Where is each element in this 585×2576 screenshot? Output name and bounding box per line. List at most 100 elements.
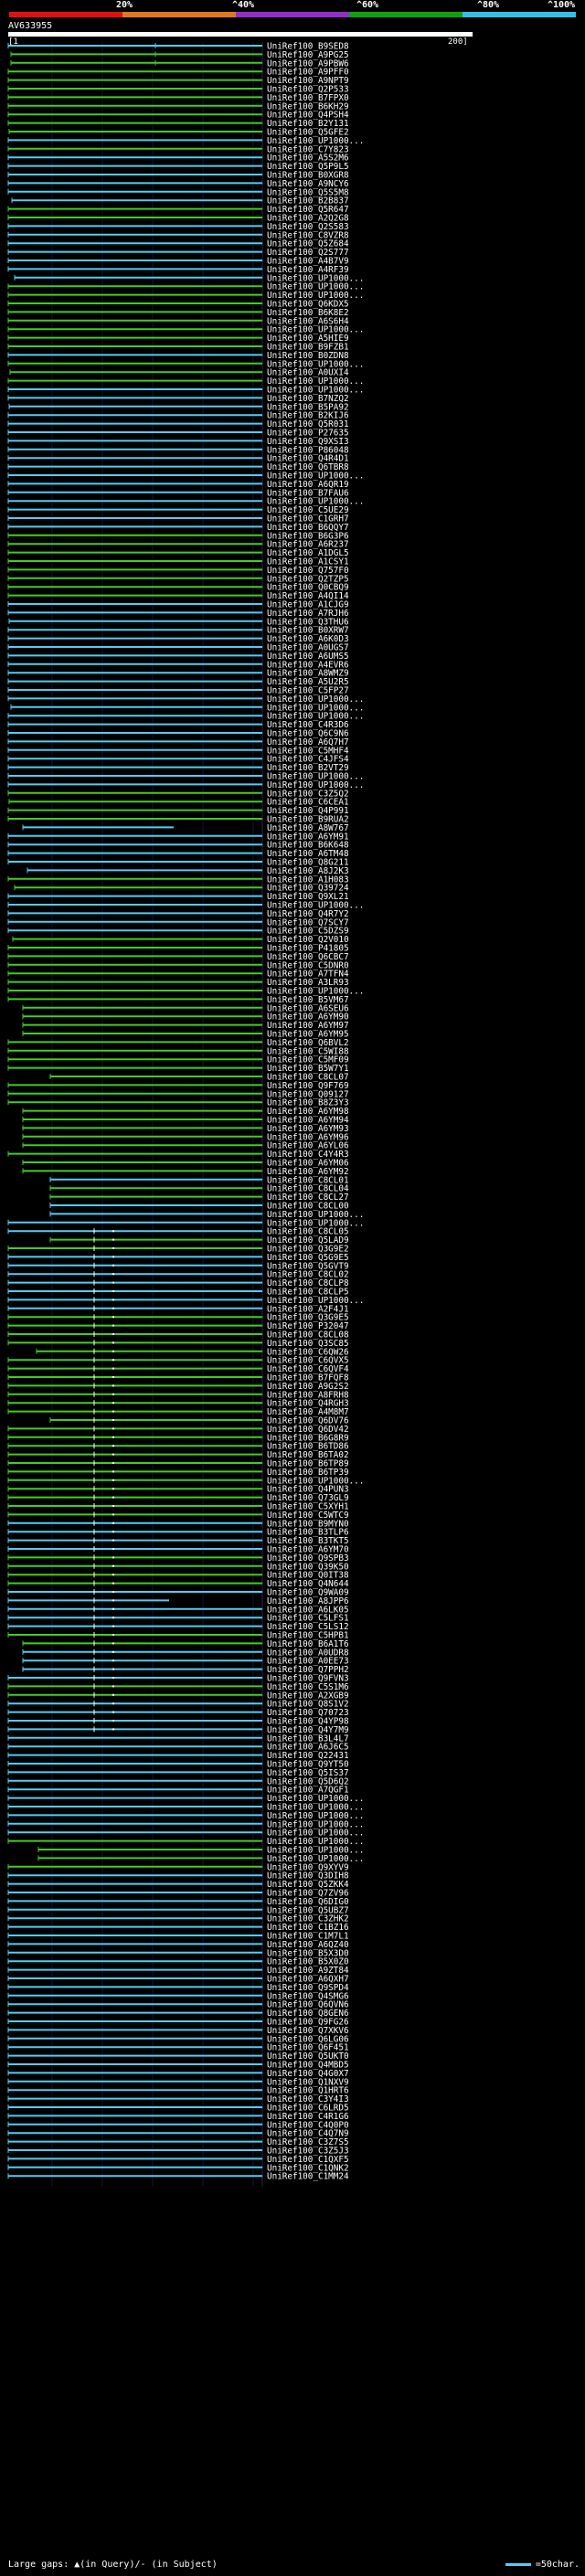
hit-label: UniRef100_B6TP39	[267, 1468, 349, 1478]
hit-label: UniRef100_Q73GL9	[267, 1493, 349, 1503]
hit-label: UniRef100_UP1000...	[267, 472, 364, 482]
gap-marker	[112, 1299, 114, 1301]
gap-marker	[112, 1350, 114, 1352]
gap-marker	[112, 1281, 114, 1284]
color-scale-segment	[236, 12, 349, 17]
hit-label: UniRef100_A7TFN4	[267, 970, 349, 980]
hit-label: UniRef100_B5X0Z0	[267, 1957, 349, 1967]
hit-label: UniRef100_B6G8R9	[267, 1433, 349, 1443]
hit-label: UniRef100_Q5LAD9	[267, 1235, 349, 1246]
hit-label: UniRef100_A6YM98	[267, 1107, 349, 1117]
hit-label: UniRef100_Q5G9E5	[267, 1253, 349, 1263]
hit-label: UniRef100_Q7XKV6	[267, 2026, 349, 2036]
hit-label: UniRef100_UP1000...	[267, 1210, 364, 1220]
query-sequence-bar	[8, 32, 473, 37]
gap-marker	[112, 1402, 114, 1405]
hit-label: UniRef100_UP1000...	[267, 1476, 364, 1486]
hit-label: UniRef100_A6QZ40	[267, 1940, 349, 1950]
hit-label: UniRef100_P41805	[267, 944, 349, 954]
hit-label: UniRef100_UP1000...	[267, 1819, 364, 1829]
hit-label: UniRef100_C1QNK2	[267, 2163, 349, 2173]
hit-label: UniRef100_Q22431	[267, 1751, 349, 1761]
hit-label: UniRef100_UP1000...	[267, 1846, 364, 1856]
hit-label: UniRef100_UP1000...	[267, 901, 364, 911]
gap-marker	[112, 1367, 114, 1370]
hit-label: UniRef100_C8CL02	[267, 1270, 349, 1280]
hit-label: UniRef100_A2XGB9	[267, 1691, 349, 1701]
gap-marker	[112, 1539, 114, 1542]
gap-marker	[112, 1574, 114, 1576]
hit-label: UniRef100_Q4G0X7	[267, 2069, 349, 2079]
percent-label-60: ^60%	[356, 0, 379, 10]
gap-marker	[112, 1634, 114, 1636]
hit-label: UniRef100_B0XRW7	[267, 626, 349, 636]
hit-label: UniRef100_B9MYN0	[267, 1519, 349, 1529]
hit-label: UniRef100_UP1000...	[267, 282, 364, 292]
gap-marker	[112, 1341, 114, 1344]
hit-label: UniRef100_Q5GFE2	[267, 128, 349, 138]
hit-label: UniRef100_Q4PUN3	[267, 1485, 349, 1495]
gap-marker	[112, 1693, 114, 1696]
hit-label: UniRef100_Q8G211	[267, 858, 349, 868]
hit-label: UniRef100_B9SED8	[267, 42, 349, 52]
gap-marker	[112, 1564, 114, 1567]
hit-label: UniRef100_Q4SMG6	[267, 1991, 349, 2001]
hit-label: UniRef100_A4RF39	[267, 265, 349, 275]
hit-label: UniRef100_Q3THU6	[267, 617, 349, 627]
hit-label: UniRef100_Q9WA09	[267, 1588, 349, 1598]
gap-marker	[112, 1470, 114, 1473]
hit-label: UniRef100_UP1000...	[267, 1829, 364, 1839]
hit-label: UniRef100_B6TA02	[267, 1450, 349, 1460]
hit-label: UniRef100_A2Q2G8	[267, 214, 349, 224]
hit-label: UniRef100_A0UGS7	[267, 643, 349, 653]
hit-label: UniRef100_A6LK05	[267, 1605, 349, 1615]
hit-label: UniRef100_A6QXH7	[267, 1975, 349, 1985]
gap-marker	[112, 1591, 114, 1593]
hit-label: UniRef100_C8CLP8	[267, 1278, 349, 1288]
hit-label: UniRef100_Q2S583	[267, 222, 349, 232]
hit-label: UniRef100_UP1000...	[267, 772, 364, 782]
gap-marker	[112, 1677, 114, 1679]
hit-label: UniRef100_Q6BVL2	[267, 1038, 349, 1048]
hit-label: UniRef100_C6QW26	[267, 1347, 349, 1357]
percent-identity-labels: 20% ^40% ^60% ^80% ^100%	[0, 0, 585, 11]
hit-label: UniRef100_C3ZHK2	[267, 1914, 349, 1924]
color-scale-segment	[463, 12, 576, 17]
hit-label: UniRef100_Q9SPD4	[267, 1983, 349, 1993]
hit-label: UniRef100_B3TLP6	[267, 1528, 349, 1538]
hit-label: UniRef100_UP1000...	[267, 386, 364, 396]
hit-label: UniRef100_Q6CBC7	[267, 952, 349, 962]
hit-label: UniRef100_Q5Z684	[267, 239, 349, 249]
hit-label: UniRef100_C5S1M6	[267, 1682, 349, 1692]
gap-marker	[112, 1496, 114, 1499]
hit-label: UniRef100_A6YM93	[267, 1124, 349, 1134]
color-scale-segment	[9, 12, 122, 17]
hit-label: UniRef100_C5MHF4	[267, 746, 349, 756]
hit-label: UniRef100_A6SEU6	[267, 1003, 349, 1013]
gap-marker	[112, 1548, 114, 1550]
hit-label: UniRef100_Q6F451	[267, 2043, 349, 2053]
hit-label: UniRef100_C7Y823	[267, 144, 349, 154]
gap-marker	[112, 1513, 114, 1516]
percent-label-20: 20%	[115, 0, 133, 10]
hit-label: UniRef100_B7FAU6	[267, 488, 349, 498]
hit-label: UniRef100_A8FRH8	[267, 1390, 349, 1400]
hit-label: UniRef100_C8CL05	[267, 1227, 349, 1237]
hit-label: UniRef100_A7QGF1	[267, 1786, 349, 1796]
hit-label: UniRef100_Q4YP98	[267, 1717, 349, 1727]
hit-label: UniRef100_C8CL00	[267, 1202, 349, 1212]
hit-label: UniRef100_C6CEA1	[267, 798, 349, 808]
hit-label: UniRef100_C4R1G6	[267, 2112, 349, 2122]
hit-label: UniRef100_A4EVR6	[267, 660, 349, 670]
hit-label: UniRef100_A8J2K3	[267, 866, 349, 876]
hit-label: UniRef100_C8VZR8	[267, 230, 349, 240]
hit-label: UniRef100_A3LR93	[267, 978, 349, 988]
gap-marker	[112, 1410, 114, 1413]
gap-marker	[112, 1453, 114, 1456]
hit-label: UniRef100_Q6QVN6	[267, 2000, 349, 2010]
hit-label: UniRef100_C4R3D6	[267, 720, 349, 730]
hit-label: UniRef100_C1QXF5	[267, 2155, 349, 2165]
hit-label: UniRef100_A1CSY1	[267, 557, 349, 567]
hit-label: UniRef100_Q4R4D1	[267, 454, 349, 464]
gap-marker	[112, 1711, 114, 1713]
